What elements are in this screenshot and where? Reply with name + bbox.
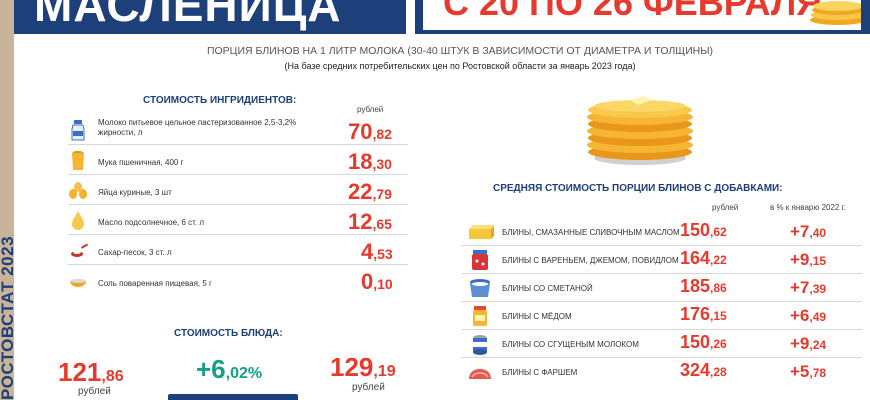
honey-jar-icon [473, 306, 487, 326]
butter-icon [469, 225, 494, 239]
sugar-spoon-icon [71, 243, 88, 257]
pancake-price: 324,28 [680, 360, 727, 380]
dish-cost-2023-unit: рублей [352, 382, 385, 393]
pancake-stack-icon [587, 96, 693, 165]
ingredient-price: 22,79 [348, 179, 392, 204]
banner-dates: С 20 ПО 26 ФЕВРАЛЯ [443, 0, 823, 23]
pancake-price: 150,62 [680, 220, 727, 240]
ingredient-price: 4,53 [361, 239, 393, 264]
pancake-price: 150,26 [680, 332, 727, 352]
pancake-row: БЛИНЫ С МЁДОМ 176,15 +6,49 [462, 303, 862, 330]
pancake-name: БЛИНЫ С ФАРШЕМ [502, 368, 578, 377]
pancake-change: +7,39 [790, 278, 827, 297]
ingredient-name: Масло подсолнечное, 6 ст. л [98, 218, 205, 227]
ingredient-name: Яйца куриные, 3 шт [98, 188, 172, 197]
dish-cost-2022-unit: рублей [78, 386, 111, 397]
minced-meat-icon [469, 369, 491, 379]
ingredients-unit: рублей [357, 105, 384, 114]
dish-change: +6,02% [196, 354, 263, 384]
eggs-icon [69, 182, 87, 199]
pancake-change: +5,78 [790, 362, 827, 381]
pancake-name: БЛИНЫ С МЁДОМ [502, 312, 572, 321]
pancake-change: +6,49 [790, 306, 827, 325]
ingredient-name: Сахар-песок, 3 ст. л [98, 248, 172, 257]
pancake-row: БЛИНЫ СО СМЕТАНОЙ 185,86 +7,39 [462, 275, 862, 302]
ingredients-title: СТОИМОСТЬ ИНГРИДИЕНТОВ: [143, 95, 297, 106]
ingredient-price: 12,65 [348, 209, 392, 234]
portion-subcaption: (На базе средних потребительских цен по … [284, 61, 636, 71]
pancake-name: БЛИНЫ С ВАРЕНЬЕМ, ДЖЕМОМ, ПОВИДЛОМ [502, 256, 679, 265]
oil-drop-icon [72, 211, 84, 230]
ingredient-row: Масло подсолнечное, 6 ст. л 12,65 [68, 206, 408, 235]
pancake-price: 185,86 [680, 276, 727, 296]
ingredient-price: 0,10 [361, 269, 393, 294]
pancake-row: БЛИНЫ С ВАРЕНЬЕМ, ДЖЕМОМ, ПОВИДЛОМ 164,2… [462, 247, 862, 274]
pancake-stack-small-icon [810, 1, 861, 25]
jam-jar-icon [472, 250, 488, 270]
pancake-name: БЛИНЫ СО СМЕТАНОЙ [502, 284, 593, 293]
pancake-row: БЛИНЫ С ФАРШЕМ 324,28 +5,78 [462, 359, 862, 386]
ingredient-row: Яйца куриные, 3 шт 22,79 [68, 176, 408, 205]
pancake-row: БЛИНЫ СО СГУЩЕНЫМ МОЛОКОМ 150,26 +9,24 [462, 331, 862, 358]
pancake-change: +9,15 [790, 250, 827, 269]
dish-cost-2022: 121,86 [58, 357, 124, 387]
pancake-change: +7,40 [790, 222, 827, 241]
pancake-change: +9,24 [790, 334, 827, 353]
banner-title-box: МАСЛЕНИЦА [14, 0, 406, 34]
sour-cream-icon [470, 279, 490, 297]
pancake-row: БЛИНЫ, СМАЗАННЫЕ СЛИВОЧНЫМ МАСЛОМ 150,62… [462, 219, 862, 246]
salt-bowl-icon [70, 279, 86, 287]
pancake-price: 176,15 [680, 304, 727, 324]
pancakes-change-header: в % к январю 2022 г. [770, 203, 846, 212]
pancake-price: 164,22 [680, 248, 727, 268]
ingredient-price: 70,82 [348, 119, 392, 144]
milk-bottle-icon [71, 120, 85, 141]
ingredient-row: Молоко питьевое цельное пастеризованное … [68, 116, 408, 145]
banner-title: МАСЛЕНИЦА [34, 0, 342, 31]
side-strip [0, 0, 14, 400]
ingredient-row: Соль поваренная пищевая, 5 г 0,10 [68, 266, 408, 295]
banner-dates-box: С 20 ПО 26 ФЕВРАЛЯ [415, 0, 870, 34]
ingredient-price: 18,30 [348, 149, 392, 174]
ingredient-row: Мука пшеничная, 400 г 18,30 [68, 146, 408, 175]
dish-cost-2023: 129,19 [330, 352, 396, 382]
dish-period-badge [168, 394, 298, 400]
pancake-name: БЛИНЫ, СМАЗАННЫЕ СЛИВОЧНЫМ МАСЛОМ [502, 228, 680, 237]
flour-bag-icon [72, 151, 84, 170]
pancakes-title: СРЕДНЯЯ СТОИМОСТЬ ПОРЦИИ БЛИНОВ С ДОБАВК… [493, 183, 783, 194]
ingredient-name: Соль поваренная пищевая, 5 г [98, 279, 212, 288]
condensed-milk-icon [473, 335, 487, 355]
dish-title: СТОИМОСТЬ БЛЮДА: [174, 328, 283, 339]
ingredient-row: Сахар-песок, 3 ст. л 4,53 [68, 236, 408, 265]
pancakes-unit: рублей [712, 203, 739, 212]
portion-caption: ПОРЦИЯ БЛИНОВ НА 1 ЛИТР МОЛОКА (30-40 ШТ… [206, 45, 714, 57]
ingredient-name: Мука пшеничная, 400 г [98, 158, 184, 167]
side-label: РОСТОВСТАТ 2023 [0, 235, 17, 400]
pancake-name: БЛИНЫ СО СГУЩЕНЫМ МОЛОКОМ [502, 340, 639, 349]
ingredient-name: Молоко питьевое цельное пастеризованное … [98, 118, 297, 137]
